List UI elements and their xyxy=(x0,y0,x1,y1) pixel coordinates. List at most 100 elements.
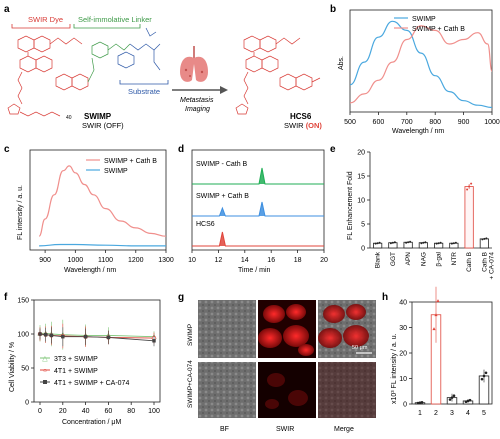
xtick-label-f-4: 80 xyxy=(127,408,135,415)
dot-e-1-1 xyxy=(391,241,394,244)
panel-label-h: h xyxy=(382,292,388,303)
marker-f-2-1 xyxy=(44,332,48,337)
xtick-label-b-5: 1000 xyxy=(484,119,500,126)
dot-e-1-2 xyxy=(393,241,396,244)
xlabels-e: Blank GGT APN NAG β-gal NTR Cath B Cath B + CA-0… xyxy=(375,251,496,279)
xtick-label-c-4: 1300 xyxy=(158,257,174,264)
dot-h-0-1 xyxy=(418,401,422,405)
legend-b: SWIMP SWIMP + Cath B xyxy=(394,16,465,33)
legend-f-1: 4T1 + SWIMP xyxy=(54,368,98,375)
dot-e-5-1 xyxy=(452,242,455,245)
lung-icon xyxy=(180,46,208,82)
xlabel-e-2: APN xyxy=(405,252,412,266)
dot-h-3-2 xyxy=(468,398,472,402)
g-image-merge-2 xyxy=(318,362,376,418)
xtick-label-b-2: 700 xyxy=(401,119,413,126)
xtick-label-d-5: 20 xyxy=(320,257,328,264)
trace-d-2 xyxy=(192,231,324,247)
xtick-label-d-3: 16 xyxy=(267,257,275,264)
dot-e-3-2 xyxy=(424,241,427,244)
bars-e xyxy=(373,182,489,249)
g-col-label-2: Merge xyxy=(334,426,354,433)
g-col-label-0: BF xyxy=(220,426,229,433)
panel-label-f: f xyxy=(4,292,8,303)
xlabel-c: Wavelength / nm xyxy=(64,267,116,274)
xlabel-b: Wavelength / nm xyxy=(392,128,444,135)
ylabel-e: FL Enhancement Fold xyxy=(347,171,354,240)
d-trace-label-1: SWIMP + Cath B xyxy=(196,193,249,200)
ticks-f: 0 20 40 60 80 100 0 50 100 150 xyxy=(17,298,160,416)
dot-h-3-1 xyxy=(466,399,470,403)
marker-f-2-2 xyxy=(49,333,54,338)
plot-frame-d xyxy=(191,149,325,251)
xtick-label-f-5: 100 xyxy=(148,408,160,415)
xlabel-h-2: 3 xyxy=(450,410,454,417)
g-image-bf-1 xyxy=(198,300,256,358)
dot-h-0-0 xyxy=(416,401,420,405)
panel-f: f Cell Viability / % 0 20 40 60 80 100 0 50 100 1… xyxy=(4,292,161,426)
swimp-name: SWIMP xyxy=(84,112,112,121)
xlabel-h-4: 5 xyxy=(482,410,486,417)
dot-e-6-0 xyxy=(466,188,469,191)
ylabel-b: Abs. xyxy=(338,56,345,70)
legend-c-0: SWIMP + Cath B xyxy=(104,158,157,165)
hcs6-structure xyxy=(235,35,321,115)
series-b xyxy=(349,20,493,109)
g-row-label-0: SWIMP xyxy=(187,324,194,346)
xtick-label-d-1: 12 xyxy=(215,257,223,264)
xlabel-h-0: 1 xyxy=(418,410,422,417)
ylabel-c: FL intensity / a. u. xyxy=(17,185,24,240)
xtick-label-f-0: 0 xyxy=(38,408,42,415)
panel-label-c: c xyxy=(4,144,10,155)
panel-label-g: g xyxy=(178,292,184,303)
trace-d-0 xyxy=(192,167,324,185)
ytick-label-h-3: 30 xyxy=(399,325,407,332)
panel-label-e: e xyxy=(330,144,336,155)
ylabel-h: x10³ FL intensity / a. u. xyxy=(391,333,398,404)
dot-h-4-2 xyxy=(484,371,488,375)
dot-e-6-2 xyxy=(470,182,473,185)
legend-f-2: 4T1 + SWIMP + CA-074 xyxy=(54,380,129,387)
plot-frame-b xyxy=(349,9,493,113)
linker-structure xyxy=(87,41,131,83)
legend-f: △ 3T3 + SWIMP ○ 4T1 + SWIMP 4T1 + SWIMP … xyxy=(40,356,129,387)
legend-c-1: SWIMP xyxy=(104,168,128,175)
dot-h-2-2 xyxy=(452,394,456,398)
series-d xyxy=(192,167,324,247)
ytick-label-f-1: 50 xyxy=(21,366,29,373)
plot-frame-f xyxy=(33,299,161,403)
bar-e-7 xyxy=(479,238,489,249)
panel-d: d 10 12 14 16 18 20 SWIMP - Cath B SWIMP + Ca… xyxy=(178,144,328,274)
d-trace-label-0: SWIMP - Cath B xyxy=(196,161,248,168)
legend-f-0: 3T3 + SWIMP xyxy=(54,356,98,363)
xlabel-h-1: 2 xyxy=(434,410,438,417)
xlabel-e-1: GGT xyxy=(390,252,397,266)
ytick-label-f-0: 0 xyxy=(25,400,29,407)
dot-e-0-0 xyxy=(374,242,377,245)
xtick-label-b-4: 900 xyxy=(458,119,470,126)
xtick-label-f-2: 40 xyxy=(82,408,90,415)
dot-h-2-0 xyxy=(448,398,452,401)
arrow-label-line1: Metastasis xyxy=(180,97,214,104)
xtick-label-c-2: 1100 xyxy=(98,257,113,264)
series-f xyxy=(37,319,157,350)
substrate-label: Substrate xyxy=(128,87,160,96)
ytick-label-e-4: 20 xyxy=(357,150,365,157)
series-c xyxy=(38,165,167,247)
xtick-label-b-3: 800 xyxy=(429,119,441,126)
xticks-b: 500 600 700 800 900 1000 xyxy=(344,112,500,126)
dot-e-3-1 xyxy=(422,241,425,244)
dot-e-0-1 xyxy=(376,242,379,245)
ytick-label-f-2: 100 xyxy=(17,332,29,339)
xlabel-h-3: 4 xyxy=(466,410,470,417)
ytick-label-e-1: 5 xyxy=(361,222,365,229)
g-merge-cells-1 xyxy=(318,304,369,348)
g-swir-cells-1 xyxy=(258,304,314,356)
xtick-label-c-3: 1200 xyxy=(128,257,144,264)
marker-f-2-0 xyxy=(38,332,42,336)
swir-dye-bracket xyxy=(11,24,71,29)
xtick-label-d-4: 18 xyxy=(294,257,302,264)
line-b-0 xyxy=(349,20,493,109)
hcs6-name: HCS6 xyxy=(290,112,312,121)
dot-h-1-0 xyxy=(432,327,436,331)
